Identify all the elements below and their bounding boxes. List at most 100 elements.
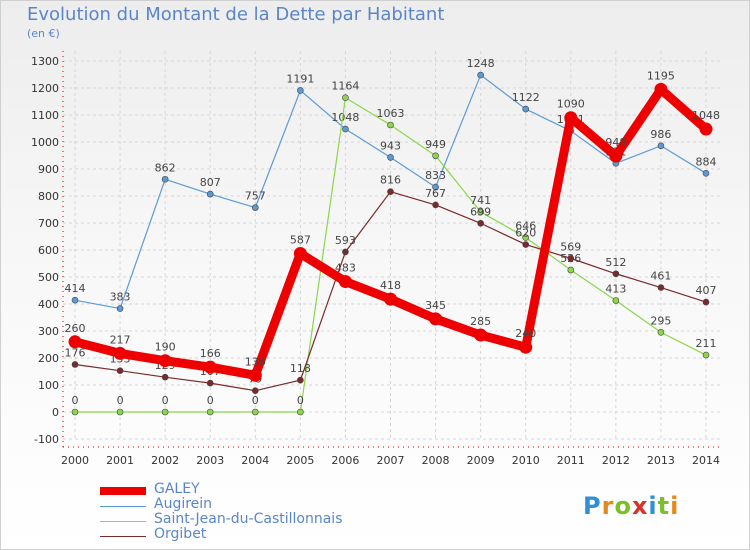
data-point (161, 175, 169, 183)
data-point (564, 111, 578, 125)
data-point (432, 201, 439, 209)
y-tick-label: 600 (38, 244, 59, 257)
data-label: 646 (515, 220, 536, 233)
data-label: 986 (650, 128, 671, 141)
data-point (657, 284, 665, 291)
legend-swatch-saint-jean (100, 521, 146, 522)
data-point (113, 346, 127, 360)
data-label: 166 (200, 347, 221, 360)
data-point (293, 247, 307, 261)
chart-subtitle: (en €) (27, 27, 60, 40)
data-point (612, 297, 620, 304)
x-tick-label: 2007 (377, 454, 405, 467)
logo-letter: x (631, 492, 649, 520)
x-tick-label: 2014 (692, 454, 720, 467)
x-tick-label: 2011 (557, 454, 585, 467)
data-point (338, 275, 352, 289)
data-point (477, 208, 484, 216)
data-point (116, 305, 124, 312)
legend-label-saint-jean: Saint-Jean-du-Castillonnais (154, 511, 343, 527)
data-label: 413 (605, 282, 626, 295)
data-label: 620 (515, 227, 536, 240)
data-point (432, 152, 439, 160)
chart-title: Evolution du Montant de la Dette par Hab… (27, 4, 445, 25)
y-tick-label: 1200 (31, 82, 59, 95)
data-label: 699 (470, 205, 491, 218)
data-point (432, 183, 439, 191)
legend-swatch-galey (100, 487, 146, 495)
x-tick-label: 2010 (512, 454, 540, 467)
data-label: 414 (65, 282, 86, 295)
data-point (474, 328, 488, 342)
data-point (387, 121, 394, 129)
data-point (519, 340, 533, 354)
legend-swatch-orgibet (100, 536, 146, 537)
data-label: 767 (425, 187, 446, 200)
data-point (71, 361, 79, 368)
x-tick-label: 2006 (331, 454, 359, 467)
data-label: 948 (605, 136, 626, 149)
data-label: 295 (650, 314, 671, 327)
legend-label-galey: GALEY (154, 481, 200, 497)
data-label: 211 (696, 337, 717, 350)
data-label: 0 (297, 394, 304, 407)
data-point (297, 87, 304, 94)
data-label: 741 (470, 194, 491, 207)
x-tick-label: 2005 (286, 454, 314, 467)
data-point (429, 312, 443, 326)
data-label: 884 (696, 155, 717, 168)
data-point (206, 190, 214, 198)
data-point (297, 408, 304, 416)
data-point (251, 408, 259, 416)
data-label: 862 (155, 161, 176, 174)
y-tick-label: 700 (38, 217, 59, 230)
data-label: 816 (380, 174, 401, 187)
data-label: 1195 (647, 69, 675, 82)
y-tick-label: 1300 (31, 55, 59, 68)
data-point (116, 367, 124, 374)
x-tick-label: 2002 (151, 454, 179, 467)
data-label: 587 (290, 234, 311, 247)
y-tick-label: 900 (38, 163, 59, 176)
x-tick-label: 2009 (467, 454, 495, 467)
y-tick-label: 500 (38, 271, 59, 284)
data-label: 136 (245, 355, 266, 368)
legend-label-augirein: Augirein (154, 496, 213, 512)
data-label: 949 (425, 138, 446, 151)
data-point (342, 94, 349, 102)
data-label: 807 (200, 176, 221, 189)
x-tick-label: 2004 (241, 454, 269, 467)
data-label: 1063 (377, 107, 405, 120)
data-point (612, 270, 620, 278)
data-point (699, 122, 713, 136)
data-point (702, 351, 710, 359)
logo-letter: i (648, 492, 658, 520)
data-label: 757 (245, 190, 266, 203)
data-point (477, 219, 484, 227)
x-tick-label: 2008 (422, 454, 450, 467)
y-tick-label: 200 (38, 352, 59, 365)
data-label: 383 (110, 291, 131, 304)
data-label: 461 (650, 270, 671, 283)
data-label: 407 (696, 284, 717, 297)
data-label: 176 (65, 346, 86, 359)
data-point (567, 255, 575, 262)
data-point (203, 360, 217, 374)
data-point (342, 248, 349, 256)
x-tick-label: 2013 (647, 454, 675, 467)
data-point (522, 105, 530, 113)
logo-letter: P (583, 492, 602, 520)
data-point (161, 408, 169, 416)
data-point (206, 379, 214, 387)
data-point (609, 149, 623, 163)
data-label: 943 (380, 139, 401, 152)
data-point (387, 154, 394, 161)
data-point (248, 368, 262, 382)
proxiti-logo: Proxiti (583, 492, 679, 520)
x-tick-label: 2003 (196, 454, 224, 467)
data-point (522, 241, 530, 248)
data-point (702, 170, 710, 177)
data-point (702, 298, 710, 306)
